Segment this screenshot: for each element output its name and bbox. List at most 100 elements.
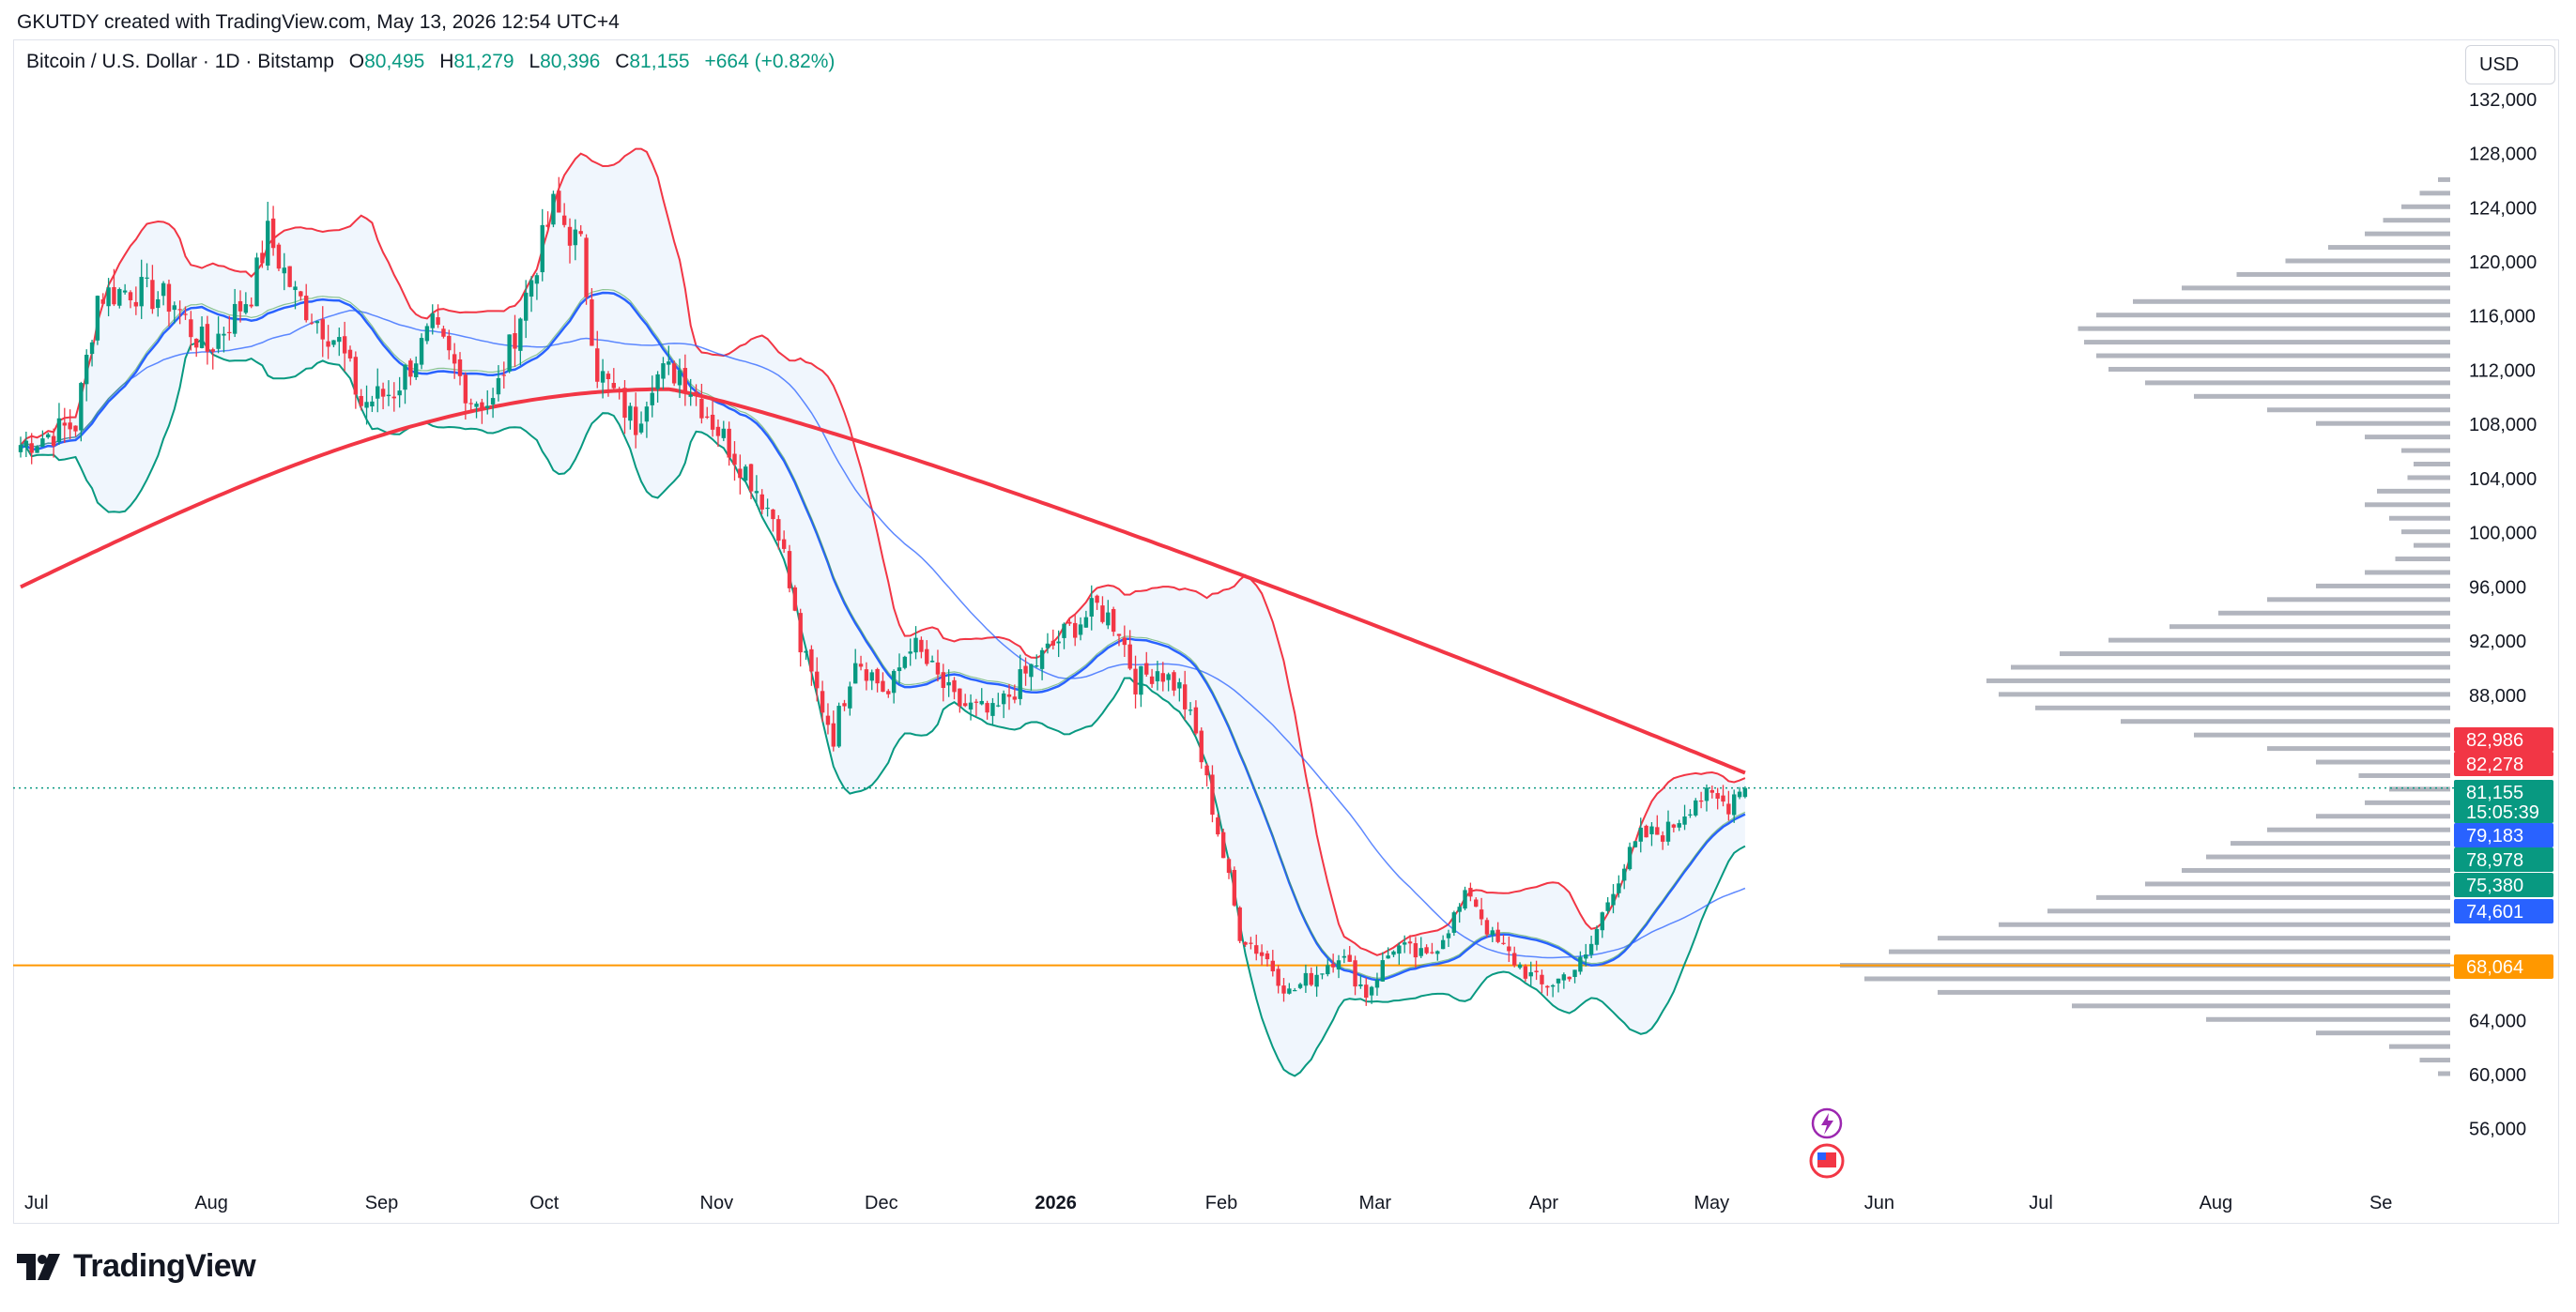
candle-body <box>474 404 479 407</box>
candle-body <box>1600 912 1604 931</box>
time-tick-label: Aug <box>2200 1193 2233 1213</box>
candle-body <box>732 453 737 465</box>
change-value: +664 (+0.82%) <box>704 51 836 72</box>
candle-body <box>1633 841 1638 847</box>
candle-body <box>436 317 440 325</box>
candle-body <box>1528 971 1533 977</box>
volume-profile-bar <box>2084 340 2450 345</box>
candle-body <box>222 333 226 336</box>
candle-body <box>787 551 792 588</box>
price-tick-label: 120,000 <box>2469 252 2537 273</box>
candle-body <box>990 703 995 716</box>
candle-body <box>1293 989 1297 992</box>
bar-countdown: 15:05:39 <box>2466 802 2539 823</box>
candle-body <box>216 333 221 349</box>
candle-body <box>644 406 650 422</box>
candle-body <box>1578 956 1583 972</box>
candle-body <box>1403 942 1407 945</box>
candle-body <box>557 191 561 213</box>
volume-profile-bar <box>2170 624 2450 630</box>
time-axis[interactable]: Jul Aug Sep Oct Nov Dec 2026 Feb Mar Apr May Jun Jul… <box>24 1193 2392 1213</box>
candle-body <box>430 313 435 328</box>
candle-body <box>1353 960 1357 987</box>
volume-profile-bar <box>2231 841 2450 847</box>
price-tick-label: 60,000 <box>2469 1065 2526 1086</box>
candle-body <box>1479 909 1484 920</box>
tradingview-wordmark: TradingView <box>73 1248 256 1284</box>
candle-body <box>1006 694 1012 697</box>
candle-body <box>825 715 831 725</box>
candle-body <box>1297 984 1303 988</box>
candle-body <box>1095 595 1099 603</box>
open-value: 80,495 <box>364 51 425 72</box>
currency-button[interactable]: USD <box>2465 45 2555 84</box>
candle-body <box>858 664 864 667</box>
candle-body <box>457 359 463 376</box>
volume-profile-bar <box>2060 651 2450 657</box>
volume-profile-bar <box>2206 854 2450 860</box>
price-axis[interactable]: 132,000 128,000 124,000 120,000 116,000 112,0… <box>2469 90 2537 1140</box>
candle-body <box>35 447 39 453</box>
candle-body <box>452 354 457 364</box>
candle-body <box>842 703 847 707</box>
candle-body <box>128 292 133 300</box>
candle-body <box>501 374 506 376</box>
candle-body <box>831 723 836 747</box>
candle-body <box>112 286 116 305</box>
volume-profile-bar <box>2078 326 2450 331</box>
candle-body <box>1287 988 1292 994</box>
price-tag-bg <box>2454 780 2553 823</box>
candle-body <box>682 368 688 394</box>
candle-body <box>79 383 84 431</box>
symbol-name[interactable]: Bitcoin / U.S. Dollar · 1D · Bitstamp <box>26 51 334 72</box>
candle-body <box>166 283 172 313</box>
event-icons[interactable] <box>1809 1107 1845 1179</box>
candle-body <box>754 491 759 494</box>
candle-body <box>391 396 396 399</box>
volume-profile-bar <box>2218 610 2450 616</box>
volume-profile-bar <box>2096 894 2450 900</box>
candle-body <box>304 296 309 321</box>
candle-body <box>1050 640 1055 646</box>
candle-body <box>1133 668 1138 694</box>
candle-body <box>1155 671 1160 681</box>
price-tag: 82,278 <box>2454 752 2553 776</box>
candle-body <box>18 445 23 452</box>
candle-body <box>1677 823 1681 828</box>
price-tag: 82,986 <box>2454 727 2553 752</box>
candle-body <box>561 215 567 225</box>
candle-body <box>694 391 698 396</box>
time-tick-label: Aug <box>194 1193 228 1213</box>
candle-body <box>963 703 968 707</box>
candle-body <box>419 338 424 365</box>
candle-body <box>293 286 298 291</box>
candle-body <box>748 464 754 492</box>
time-tick-label: Dec <box>865 1193 898 1213</box>
candle-body <box>1127 644 1132 669</box>
price-tick-label: 112,000 <box>2469 360 2536 381</box>
volume-profile-bar <box>2395 557 2450 562</box>
candle-body <box>1622 868 1627 881</box>
candle-body <box>929 661 935 663</box>
volume-profile-bar <box>2267 407 2450 413</box>
candle-body <box>1451 912 1457 933</box>
candle-body <box>1210 774 1215 816</box>
candle-body <box>578 231 583 235</box>
price-tag-bg <box>2454 823 2553 847</box>
candle-body <box>1540 974 1544 984</box>
candle-body <box>1237 907 1242 941</box>
candle-body <box>299 291 303 297</box>
volume-profile-bar <box>1889 949 2450 954</box>
candle-body <box>946 681 951 686</box>
candle-body <box>941 672 945 689</box>
candle-body <box>1457 907 1462 912</box>
tradingview-logo[interactable]: TradingView <box>17 1248 256 1285</box>
candle-body <box>529 280 534 297</box>
candle-body <box>1083 617 1089 628</box>
candle-body <box>902 656 908 668</box>
candle-body <box>1232 869 1237 906</box>
candle-body <box>1468 888 1473 897</box>
candle-body <box>759 494 764 510</box>
